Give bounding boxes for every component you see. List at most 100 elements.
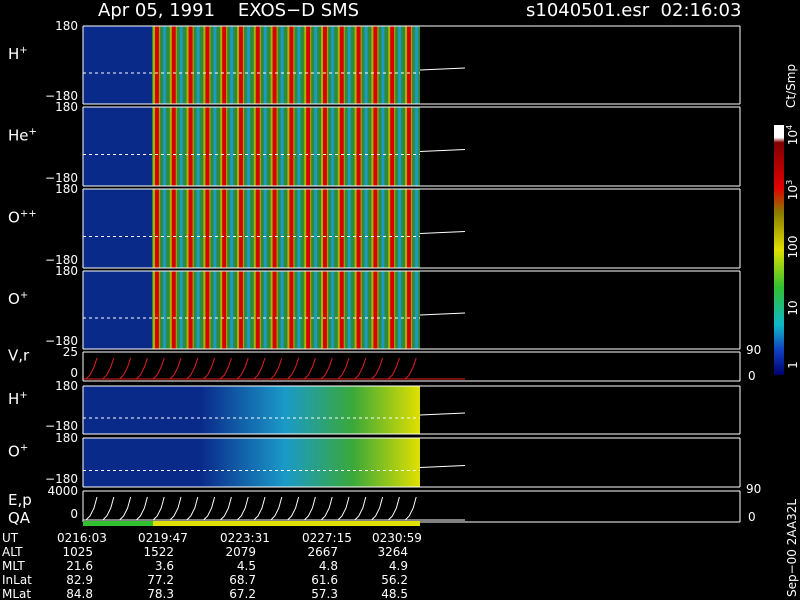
- spectrogram: [152, 26, 420, 104]
- cell: 3.6: [155, 559, 174, 573]
- panel-label: H+: [8, 45, 28, 63]
- spectrogram: [152, 271, 420, 349]
- colorbar-unit: Ct/Smp: [784, 64, 798, 108]
- y-bottom-label: −180: [45, 419, 78, 433]
- spectrogram: [152, 189, 420, 268]
- panel-label: O+: [8, 290, 28, 308]
- label-text: H: [8, 45, 19, 63]
- y-top-label: 180: [55, 264, 78, 278]
- y-bottom-label: −180: [45, 89, 78, 103]
- spectrogram-bg: [83, 26, 152, 104]
- panel-label: O++: [8, 209, 37, 227]
- panel-label: H+: [8, 390, 28, 408]
- label-exp: 4: [785, 125, 794, 130]
- y-bottom-label: 0: [70, 366, 78, 380]
- trace: [419, 412, 466, 416]
- cell: 67.2: [229, 587, 256, 600]
- trace: [419, 231, 466, 234]
- cell: 84.8: [66, 587, 93, 600]
- y-top-label: 180: [55, 19, 78, 33]
- cell: 2079: [225, 545, 256, 559]
- colorbar-label: 100: [786, 236, 800, 259]
- row-name: ALT: [2, 545, 23, 559]
- cell: 77.2: [147, 573, 174, 587]
- y-top-label: 180: [55, 431, 78, 445]
- colorbar-label: 10: [786, 300, 800, 315]
- cell: 0216:03: [57, 531, 107, 545]
- row-name: MLat: [2, 587, 31, 600]
- cell: 1025: [62, 545, 93, 559]
- label-sup: ++: [20, 209, 37, 220]
- y-top-label: 25: [63, 345, 78, 359]
- cell: 4.9: [389, 559, 408, 573]
- trace: [419, 465, 466, 468]
- trace: [85, 496, 417, 521]
- cell: 4.5: [237, 559, 256, 573]
- cell: 0227:15: [302, 531, 352, 545]
- spectrogram-bg: [83, 189, 152, 268]
- cell: 3264: [377, 545, 408, 559]
- cell: 61.6: [311, 573, 338, 587]
- panel-label: He+: [8, 127, 37, 145]
- spectrogram: [83, 386, 420, 434]
- cell: 4.8: [319, 559, 338, 573]
- colorbar-label: 1: [786, 361, 800, 369]
- qa-bar: [153, 521, 420, 526]
- label-sup: +: [19, 390, 27, 401]
- y2-top-label: 90: [746, 343, 761, 357]
- cell: 21.6: [66, 559, 93, 573]
- y-top-label: 180: [55, 379, 78, 393]
- label-sup: +: [20, 443, 28, 454]
- colorbar-label: 104: [785, 125, 800, 145]
- spectrogram-bg: [83, 107, 152, 186]
- label-text: H: [8, 390, 19, 408]
- label-text: E,p: [8, 491, 32, 509]
- label-sup: +: [20, 290, 28, 301]
- panel-label: QA: [8, 509, 31, 527]
- cell: 0223:31: [220, 531, 270, 545]
- y-bottom-label: −180: [45, 171, 78, 185]
- trace: [419, 67, 466, 71]
- label-base: 100: [786, 236, 800, 259]
- spectrogram: [152, 107, 420, 186]
- y-bottom-label: 0: [70, 507, 78, 521]
- file-label: s1040501.esr 02:16:03: [526, 0, 741, 21]
- y-bottom-label: −180: [45, 334, 78, 348]
- cell: 78.3: [147, 587, 174, 600]
- cell: 2667: [307, 545, 338, 559]
- y-top-label: 4000: [47, 484, 78, 498]
- label-sup: +: [29, 127, 37, 138]
- cell: 1522: [143, 545, 174, 559]
- spectrogram: [83, 438, 420, 487]
- label-sup: +: [19, 45, 27, 56]
- cell: 0230:59: [372, 531, 422, 545]
- label-base: 10: [786, 130, 800, 145]
- cell: 48.5: [381, 587, 408, 600]
- title: Apr 05, 1991 EXOS−D SMS: [98, 0, 359, 21]
- trace: [85, 357, 417, 380]
- row-name: UT: [2, 531, 19, 545]
- cell: 68.7: [229, 573, 256, 587]
- trace: [419, 149, 466, 152]
- label-text: O: [8, 443, 20, 461]
- label-text: O: [8, 290, 20, 308]
- colorbar-label: 103: [785, 180, 800, 200]
- panel-label: E,p: [8, 491, 32, 509]
- cell: 82.9: [66, 573, 93, 587]
- y-bottom-label: −180: [45, 472, 78, 486]
- color-bar: [774, 125, 784, 375]
- row-name: MLT: [2, 559, 25, 573]
- label-text: O: [8, 209, 20, 227]
- trace: [419, 312, 466, 316]
- y2-bottom-label: 0: [748, 369, 756, 383]
- label-base: 10: [786, 300, 800, 315]
- y2-top-label: 90: [746, 482, 761, 496]
- panel-label: O+: [8, 443, 28, 461]
- spectrogram-bg: [83, 271, 152, 349]
- cell: 0219:47: [138, 531, 188, 545]
- y-bottom-label: −180: [45, 253, 78, 267]
- cell: 57.3: [311, 587, 338, 600]
- label-base: 1: [786, 361, 800, 369]
- y-top-label: 180: [55, 100, 78, 114]
